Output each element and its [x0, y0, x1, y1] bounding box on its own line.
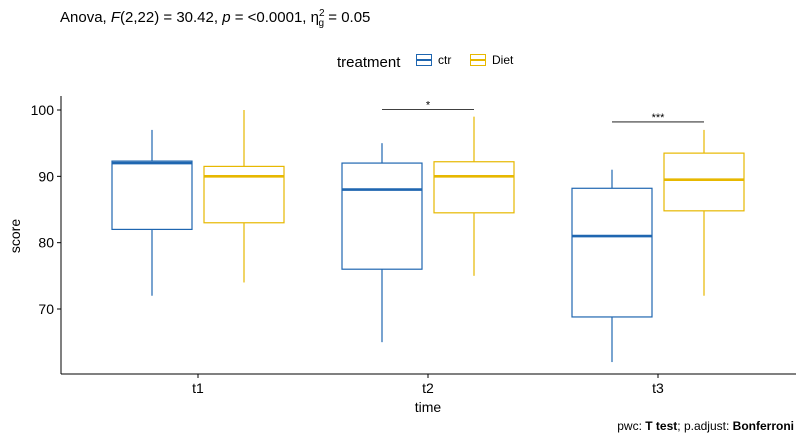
box-ctr-t1: [111, 160, 193, 231]
legend-key-diet-icon: [470, 54, 486, 66]
box-diet-t3: [663, 152, 745, 212]
legend-label-diet: Diet: [492, 53, 514, 67]
legend-item-ctr: ctr: [416, 53, 451, 67]
y-tick-label-80: 80: [38, 235, 54, 251]
legend-item-diet: Diet: [470, 53, 513, 67]
y-tick-label-100: 100: [31, 102, 55, 118]
y-axis-label: score: [7, 219, 23, 253]
legend-key-ctr-icon: [416, 54, 432, 66]
x-tick-label-t3: t3: [652, 380, 664, 396]
box-ctr-t3: [571, 187, 653, 318]
y-tick-label-70: 70: [38, 301, 54, 317]
significance-label-t2: *: [426, 99, 431, 111]
legend-label-ctr: ctr: [438, 53, 452, 67]
x-axis-label: time: [415, 399, 442, 415]
x-tick-label-t2: t2: [422, 380, 434, 396]
significance-label-t3: ***: [652, 112, 666, 124]
chart-title: Anova, F(2,22) = 30.42, p = <0.0001, η2g…: [60, 8, 371, 29]
box-ctr-t2: [341, 162, 423, 270]
box-diet-t2: [433, 161, 515, 214]
legend-title: treatment: [337, 54, 401, 71]
x-tick-label-t1: t1: [192, 380, 204, 396]
chart-caption: pwc: T test; p.adjust: Bonferroni: [617, 419, 794, 433]
y-tick-label-90: 90: [38, 168, 54, 184]
box-diet-t1: [203, 165, 285, 224]
